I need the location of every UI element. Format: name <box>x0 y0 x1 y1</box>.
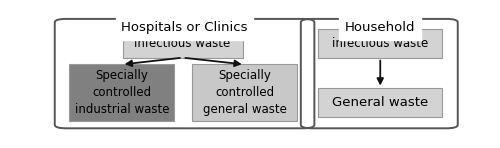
Text: infectious waste: infectious waste <box>134 37 231 50</box>
Text: Specially
controlled
industrial waste: Specially controlled industrial waste <box>74 69 169 116</box>
Text: Specially
controlled
general waste: Specially controlled general waste <box>202 69 286 116</box>
Text: Hospitals or Clinics: Hospitals or Clinics <box>122 21 248 34</box>
Text: infectious waste: infectious waste <box>332 37 428 50</box>
Text: General waste: General waste <box>332 96 428 109</box>
FancyBboxPatch shape <box>318 88 442 117</box>
FancyBboxPatch shape <box>70 65 174 122</box>
FancyBboxPatch shape <box>192 65 297 122</box>
Text: Household: Household <box>345 21 416 34</box>
FancyBboxPatch shape <box>318 29 442 58</box>
FancyBboxPatch shape <box>122 29 242 58</box>
